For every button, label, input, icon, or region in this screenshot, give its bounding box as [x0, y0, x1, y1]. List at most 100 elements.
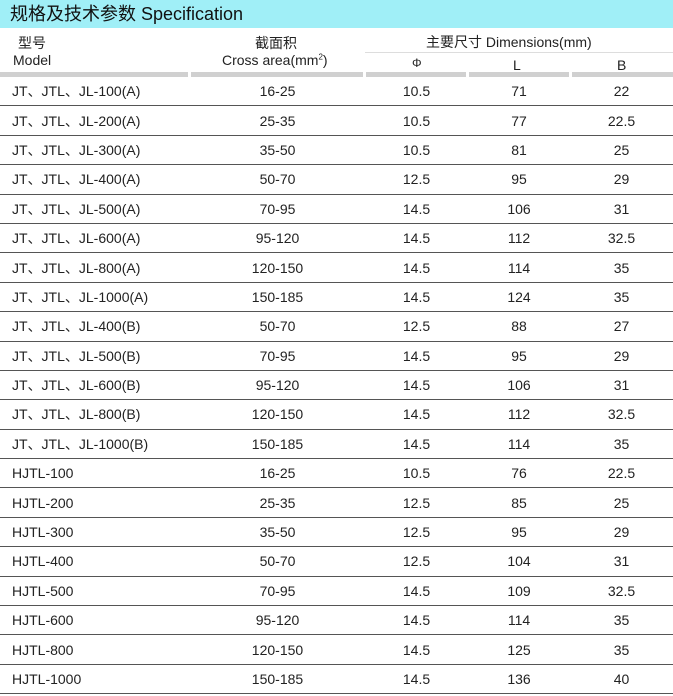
length-cell: 76	[468, 458, 570, 489]
table-row: JT、JTL、JL-1000(A) 150-185 14.5 124 35	[0, 282, 673, 313]
table-row: JT、JTL、JL-600(A) 95-120 14.5 112 32.5	[0, 223, 673, 254]
cross-area-cell: 70-95	[190, 194, 365, 224]
cross-area-cell: 95-120	[190, 605, 365, 636]
width-b-cell: 32.5	[570, 223, 673, 254]
model-cell: JT、JTL、JL-1000(B)	[0, 429, 190, 460]
table-row: JT、JTL、JL-400(B) 50-70 12.5 88 27	[0, 311, 673, 342]
table-row: JT、JTL、JL-500(B) 70-95 14.5 95 29	[0, 341, 673, 371]
phi-cell: 10.5	[365, 77, 468, 107]
length-cell: 95	[468, 517, 570, 548]
cross-area-cell: 35-50	[190, 135, 365, 166]
table-row: HJTL-300 35-50 12.5 95 29	[0, 517, 673, 548]
length-cell: 106	[468, 370, 570, 401]
model-cell: JT、JTL、JL-400(B)	[0, 311, 190, 342]
cross-area-cell: 50-70	[190, 311, 365, 342]
phi-cell: 14.5	[365, 223, 468, 254]
cross-area-cell: 150-185	[190, 282, 365, 313]
section-title: 规格及技术参数 Specification	[0, 0, 673, 28]
model-cell: HJTL-500	[0, 576, 190, 607]
table-row: JT、JTL、JL-800(A) 120-150 14.5 114 35	[0, 252, 673, 283]
cross-area-cell: 70-95	[190, 341, 365, 371]
phi-cell: 12.5	[365, 517, 468, 548]
width-b-cell: 22	[570, 77, 673, 107]
length-cell: 95	[468, 164, 570, 195]
model-cell: HJTL-200	[0, 487, 190, 518]
table-row: JT、JTL、JL-500(A) 70-95 14.5 106 31	[0, 194, 673, 224]
length-cell: 114	[468, 252, 570, 283]
l-header: L	[513, 57, 521, 73]
width-b-cell: 25	[570, 487, 673, 518]
table-row: JT、JTL、JL-300(A) 35-50 10.5 81 25	[0, 135, 673, 166]
phi-cell: 12.5	[365, 546, 468, 577]
model-cell: JT、JTL、JL-500(B)	[0, 341, 190, 371]
length-cell: 106	[468, 194, 570, 224]
table-header: 型号 Model 截面积 Cross area(mm2) 主要尺寸 Dimens…	[0, 28, 673, 77]
cross-area-cell: 16-25	[190, 77, 365, 107]
model-cell: JT、JTL、JL-800(A)	[0, 252, 190, 283]
width-b-cell: 31	[570, 370, 673, 401]
width-b-cell: 29	[570, 164, 673, 195]
length-cell: 109	[468, 576, 570, 607]
table-row: JT、JTL、JL-200(A) 25-35 10.5 77 22.5	[0, 105, 673, 136]
divider	[365, 52, 673, 53]
model-cn-header: 型号	[18, 35, 46, 51]
table-row: JT、JTL、JL-400(A) 50-70 12.5 95 29	[0, 164, 673, 195]
length-cell: 112	[468, 399, 570, 430]
phi-cell: 14.5	[365, 341, 468, 371]
table-row: HJTL-800 120-150 14.5 125 35	[0, 634, 673, 665]
width-b-cell: 22.5	[570, 105, 673, 136]
cross-area-cell: 150-185	[190, 429, 365, 460]
length-cell: 81	[468, 135, 570, 166]
cross-area-cell: 120-150	[190, 399, 365, 430]
model-cell: JT、JTL、JL-100(A)	[0, 77, 190, 107]
length-cell: 71	[468, 77, 570, 107]
phi-cell: 12.5	[365, 164, 468, 195]
length-cell: 112	[468, 223, 570, 254]
width-b-cell: 31	[570, 546, 673, 577]
model-cell: JT、JTL、JL-500(A)	[0, 194, 190, 224]
width-b-cell: 35	[570, 634, 673, 665]
phi-cell: 10.5	[365, 458, 468, 489]
area-cn-header: 截面积	[255, 35, 297, 51]
model-cell: HJTL-600	[0, 605, 190, 636]
length-cell: 136	[468, 664, 570, 695]
width-b-cell: 40	[570, 664, 673, 695]
model-cell: HJTL-400	[0, 546, 190, 577]
model-en-header: Model	[13, 52, 52, 68]
model-cell: HJTL-300	[0, 517, 190, 548]
table-row: JT、JTL、JL-600(B) 95-120 14.5 106 31	[0, 370, 673, 401]
width-b-cell: 27	[570, 311, 673, 342]
phi-cell: 14.5	[365, 370, 468, 401]
table-row: JT、JTL、JL-800(B) 120-150 14.5 112 32.5	[0, 399, 673, 430]
phi-cell: 10.5	[365, 105, 468, 136]
area-en-header: Cross area(mm2)	[222, 52, 328, 68]
phi-cell: 14.5	[365, 429, 468, 460]
width-b-cell: 31	[570, 194, 673, 224]
area-sup: 2	[318, 52, 323, 62]
cross-area-cell: 70-95	[190, 576, 365, 607]
cross-area-cell: 25-35	[190, 105, 365, 136]
phi-cell: 14.5	[365, 194, 468, 224]
phi-header: Φ	[412, 56, 422, 70]
model-cell: JT、JTL、JL-600(B)	[0, 370, 190, 401]
model-cell: JT、JTL、JL-400(A)	[0, 164, 190, 195]
width-b-cell: 29	[570, 517, 673, 548]
model-cell: HJTL-1000	[0, 664, 190, 695]
table-row: HJTL-600 95-120 14.5 114 35	[0, 605, 673, 636]
length-cell: 77	[468, 105, 570, 136]
cross-area-cell: 120-150	[190, 634, 365, 665]
b-header: B	[617, 57, 627, 73]
phi-cell: 10.5	[365, 135, 468, 166]
width-b-cell: 35	[570, 429, 673, 460]
divider	[366, 72, 466, 77]
width-b-cell: 35	[570, 605, 673, 636]
table-row: HJTL-100 16-25 10.5 76 22.5	[0, 458, 673, 489]
cross-area-cell: 35-50	[190, 517, 365, 548]
cross-area-cell: 50-70	[190, 546, 365, 577]
phi-cell: 14.5	[365, 399, 468, 430]
cross-area-cell: 95-120	[190, 370, 365, 401]
table-row: JT、JTL、JL-1000(B) 150-185 14.5 114 35	[0, 429, 673, 460]
length-cell: 85	[468, 487, 570, 518]
length-cell: 95	[468, 341, 570, 371]
